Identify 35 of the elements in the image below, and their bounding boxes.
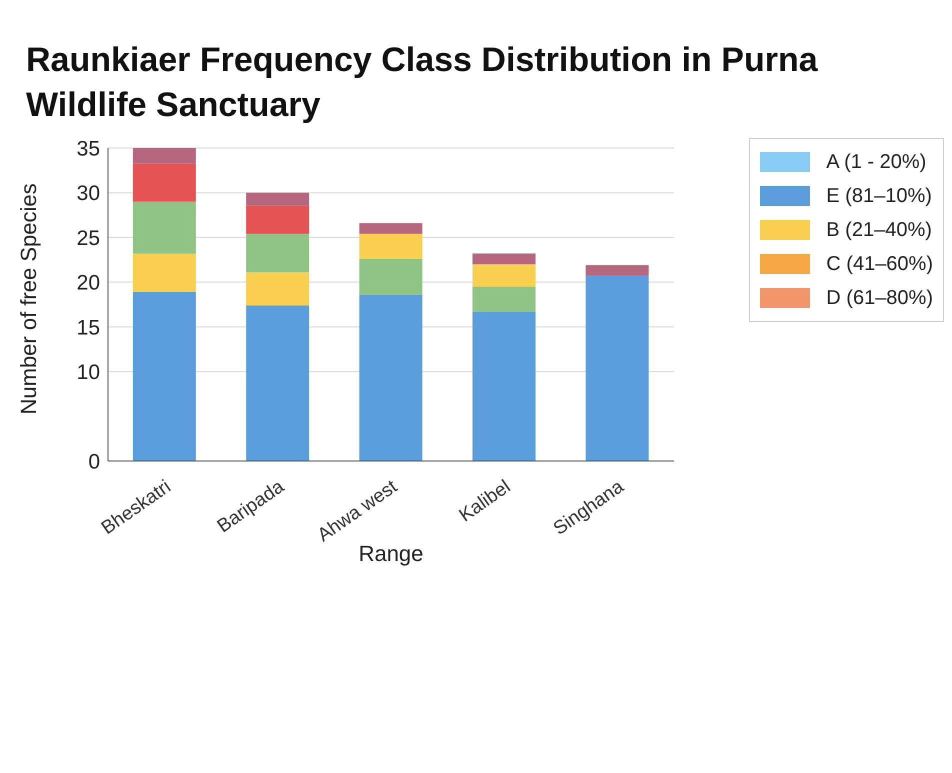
y-tick-label: 15: [76, 316, 100, 340]
bar: [472, 286, 536, 312]
bar: [359, 294, 422, 461]
y-tick-label: 10: [76, 361, 100, 384]
bar: [472, 254, 536, 264]
y-tick-label: 0: [88, 450, 100, 474]
y-tick-label: 35: [76, 137, 100, 160]
legend-label: D (61–80%): [826, 286, 933, 310]
bar: [586, 276, 649, 461]
x-axis-title: Range: [358, 541, 424, 566]
y-tick-label: 20: [76, 272, 100, 295]
legend-label: E (81–10%): [826, 184, 932, 208]
bar: [132, 148, 196, 164]
bar: [246, 272, 310, 306]
bar: [132, 254, 196, 292]
legend-label: B (21–40%): [826, 218, 932, 242]
y-tick-label: 30: [76, 182, 100, 206]
bar: [359, 223, 422, 234]
legend-label: C (41–60%): [826, 252, 933, 276]
y-axis-title: Number of free Species: [16, 183, 41, 414]
bar: [472, 312, 536, 461]
bar: [246, 192, 310, 206]
bar: [132, 292, 196, 461]
bar: [586, 265, 649, 276]
bar: [359, 258, 422, 295]
bar: [132, 202, 196, 254]
bar: [132, 163, 196, 202]
bar: [472, 264, 536, 287]
chart-title: Raunkiaer Frequency Class Distribution in Purna Wildlife Sanctuary: [26, 40, 819, 126]
legend-label: A (1 - 20%): [826, 150, 926, 174]
bar: [246, 305, 310, 461]
bar: [246, 205, 310, 234]
bar: [359, 234, 422, 259]
y-tick-label: 25: [76, 226, 100, 250]
bar: [246, 234, 310, 272]
